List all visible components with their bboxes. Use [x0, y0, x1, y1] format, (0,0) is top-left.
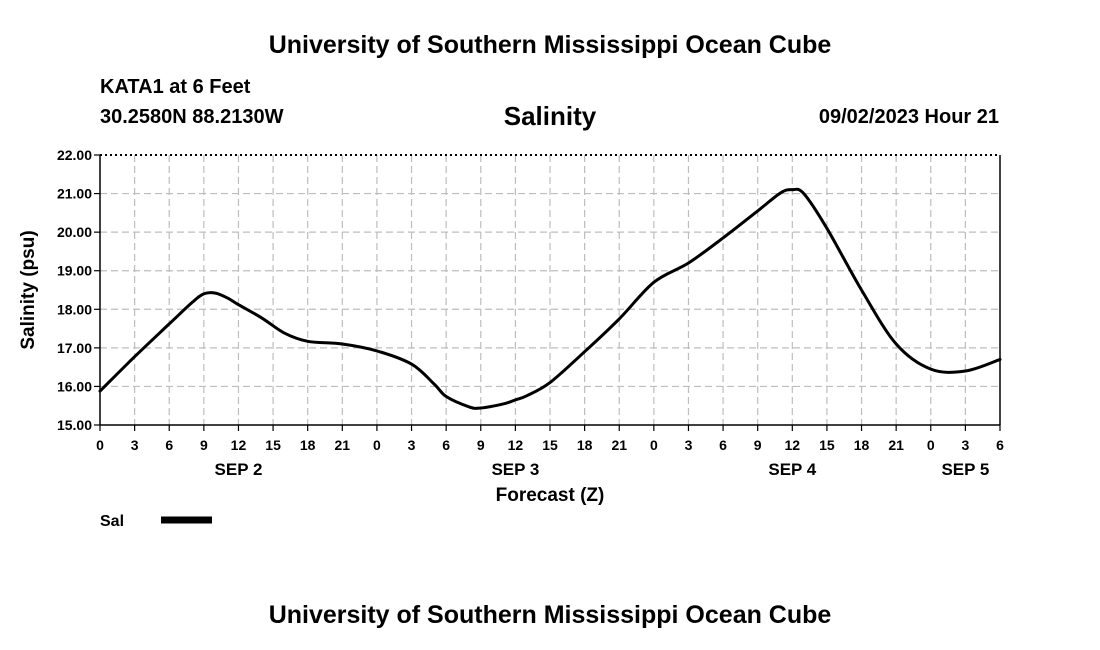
x-tick-label: 18	[300, 437, 316, 453]
y-tick-label: 18.00	[57, 301, 92, 317]
x-tick-label: 9	[754, 437, 762, 453]
x-tick-label: 3	[131, 437, 139, 453]
day-label: SEP 4	[768, 460, 816, 479]
y-tick-label: 15.00	[57, 417, 92, 433]
y-tick-label: 21.00	[57, 186, 92, 202]
x-tick-label: 21	[611, 437, 627, 453]
x-tick-label: 15	[819, 437, 835, 453]
y-tick-label: 16.00	[57, 378, 92, 394]
x-tick-label: 21	[888, 437, 904, 453]
x-tick-label: 12	[785, 437, 801, 453]
x-tick-label: 18	[577, 437, 593, 453]
legend-label: Sal	[100, 513, 124, 530]
y-axis-title: Salinity (psu)	[18, 230, 39, 349]
station-coordinates: 30.2580N 88.2130W	[100, 106, 284, 128]
x-tick-label: 6	[996, 437, 1004, 453]
forecast-datetime: 09/02/2023 Hour 21	[818, 106, 999, 128]
x-tick-label: 18	[854, 437, 870, 453]
y-tick-label: 22.00	[57, 147, 92, 163]
x-tick-label: 6	[442, 437, 450, 453]
x-axis-title: Forecast (Z)	[496, 485, 605, 506]
x-tick-label: 12	[231, 437, 247, 453]
x-tick-label: 0	[927, 437, 935, 453]
x-tick-label: 15	[542, 437, 558, 453]
x-tick-label: 0	[373, 437, 381, 453]
grid-lines	[100, 155, 1000, 425]
y-tick-label: 20.00	[57, 224, 92, 240]
x-tick-label: 0	[96, 437, 104, 453]
x-tick-label: 21	[335, 437, 351, 453]
y-tick-label: 19.00	[57, 263, 92, 279]
axes	[94, 154, 1001, 431]
x-tick-label: 6	[165, 437, 173, 453]
x-tick-label: 15	[265, 437, 281, 453]
x-tick-label: 12	[508, 437, 524, 453]
x-tick-label: 3	[685, 437, 693, 453]
day-label: SEP 5	[941, 460, 989, 479]
x-tick-label: 0	[650, 437, 658, 453]
footer-title: University of Southern Mississippi Ocean…	[268, 601, 832, 629]
legend: Sal	[100, 513, 212, 530]
x-tick-label: 9	[200, 437, 208, 453]
station-label: KATA1 at 6 Feet	[100, 76, 251, 98]
x-tick-label: 9	[477, 437, 485, 453]
series-line-sal	[98, 187, 1002, 410]
axis-labels: 15.00 16.00 17.00 18.00 19.00 20.00 21.00 22.00…	[18, 147, 1004, 506]
page-title: University of Southern Mississippi Ocean…	[268, 31, 832, 59]
x-tick-label: 3	[961, 437, 969, 453]
x-tick-label: 6	[719, 437, 727, 453]
chart-title: Salinity	[503, 101, 597, 131]
x-tick-label: 3	[408, 437, 416, 453]
day-label: SEP 3	[491, 460, 539, 479]
day-label: SEP 2	[215, 460, 263, 479]
y-tick-label: 17.00	[57, 340, 92, 356]
series-lines	[98, 187, 1002, 410]
